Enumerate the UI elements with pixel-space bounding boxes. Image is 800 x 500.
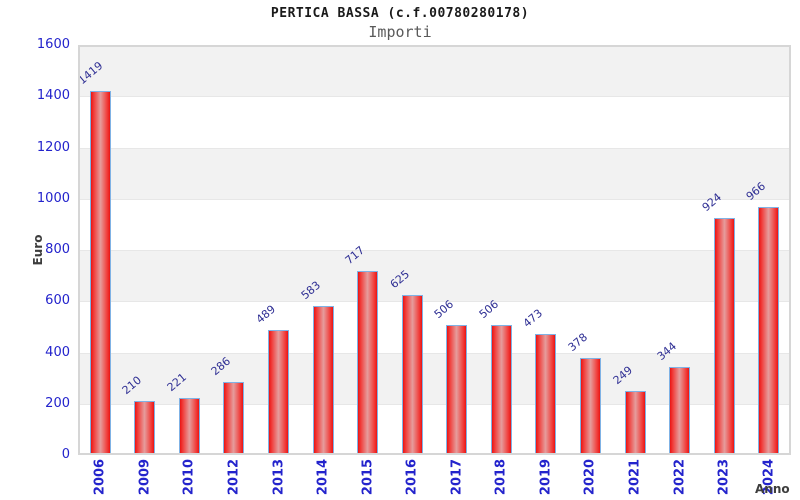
y-tick-label: 1200 <box>36 139 70 155</box>
bar-2020 <box>579 358 601 455</box>
x-tick-label: 2014 <box>315 458 331 496</box>
bar-2023 <box>713 218 735 455</box>
x-tick-label: 2020 <box>582 458 598 496</box>
background-band <box>78 45 791 97</box>
chart-title: PERTICA BASSA (c.f.00780280178) <box>270 6 530 21</box>
x-tick-label: 2006 <box>92 458 108 496</box>
x-tick-label: 2016 <box>404 458 420 496</box>
chart-subtitle: Importi <box>368 23 432 41</box>
plot-area: 1419 210 221 286 489 583 717 625 506 506 473 378 249… <box>75 45 791 455</box>
background-band <box>78 250 791 302</box>
y-tick-label: 600 <box>45 293 70 309</box>
bar-2017 <box>446 325 468 455</box>
x-tick-label: 2017 <box>449 458 465 496</box>
background-band <box>78 198 791 250</box>
x-tick-label: 2022 <box>672 458 688 496</box>
y-axis-title: Euro <box>31 234 45 266</box>
x-tick-label: 2015 <box>360 458 376 496</box>
gridline <box>78 147 791 149</box>
x-axis-title: Anno <box>755 482 790 496</box>
background-band <box>78 96 791 148</box>
bar-2018 <box>490 325 512 455</box>
gridline <box>78 352 791 354</box>
gridline <box>78 250 791 251</box>
y-tick-label: 400 <box>45 344 70 360</box>
x-tick-label: 2013 <box>271 458 287 496</box>
x-tick-label: 2010 <box>181 458 197 496</box>
y-tick-label: 1600 <box>36 37 70 52</box>
bar-2009 <box>134 401 156 455</box>
bar-2019 <box>535 333 557 455</box>
y-tick-label: 800 <box>45 242 70 257</box>
bar-2016 <box>401 294 423 455</box>
gridline <box>78 198 791 200</box>
bar-2014 <box>312 305 334 455</box>
background-band <box>78 147 791 199</box>
x-tick-label: 2012 <box>226 458 242 496</box>
bar-2010 <box>178 398 200 455</box>
background-band <box>78 301 791 353</box>
gridline <box>78 301 791 303</box>
x-tick-label: 2009 <box>137 458 153 496</box>
x-tick-label: 2018 <box>493 458 509 496</box>
y-tick-label: 1400 <box>36 88 70 104</box>
x-tick-label: 2023 <box>716 458 732 496</box>
bar-2024 <box>758 207 780 455</box>
bar-2013 <box>268 329 290 455</box>
x-tick-label: 2019 <box>538 458 554 496</box>
bar-2021 <box>624 391 646 455</box>
bar-2015 <box>357 271 379 455</box>
y-tick-label: 0 <box>61 447 70 462</box>
bar-2012 <box>223 381 245 455</box>
gridline <box>78 96 791 98</box>
bar-2022 <box>669 366 691 455</box>
gridline <box>78 403 791 405</box>
y-tick-label: 1000 <box>36 190 70 206</box>
bar-2006 <box>89 91 111 455</box>
y-tick-label: 200 <box>45 395 70 411</box>
x-tick-label: 2021 <box>627 458 643 496</box>
